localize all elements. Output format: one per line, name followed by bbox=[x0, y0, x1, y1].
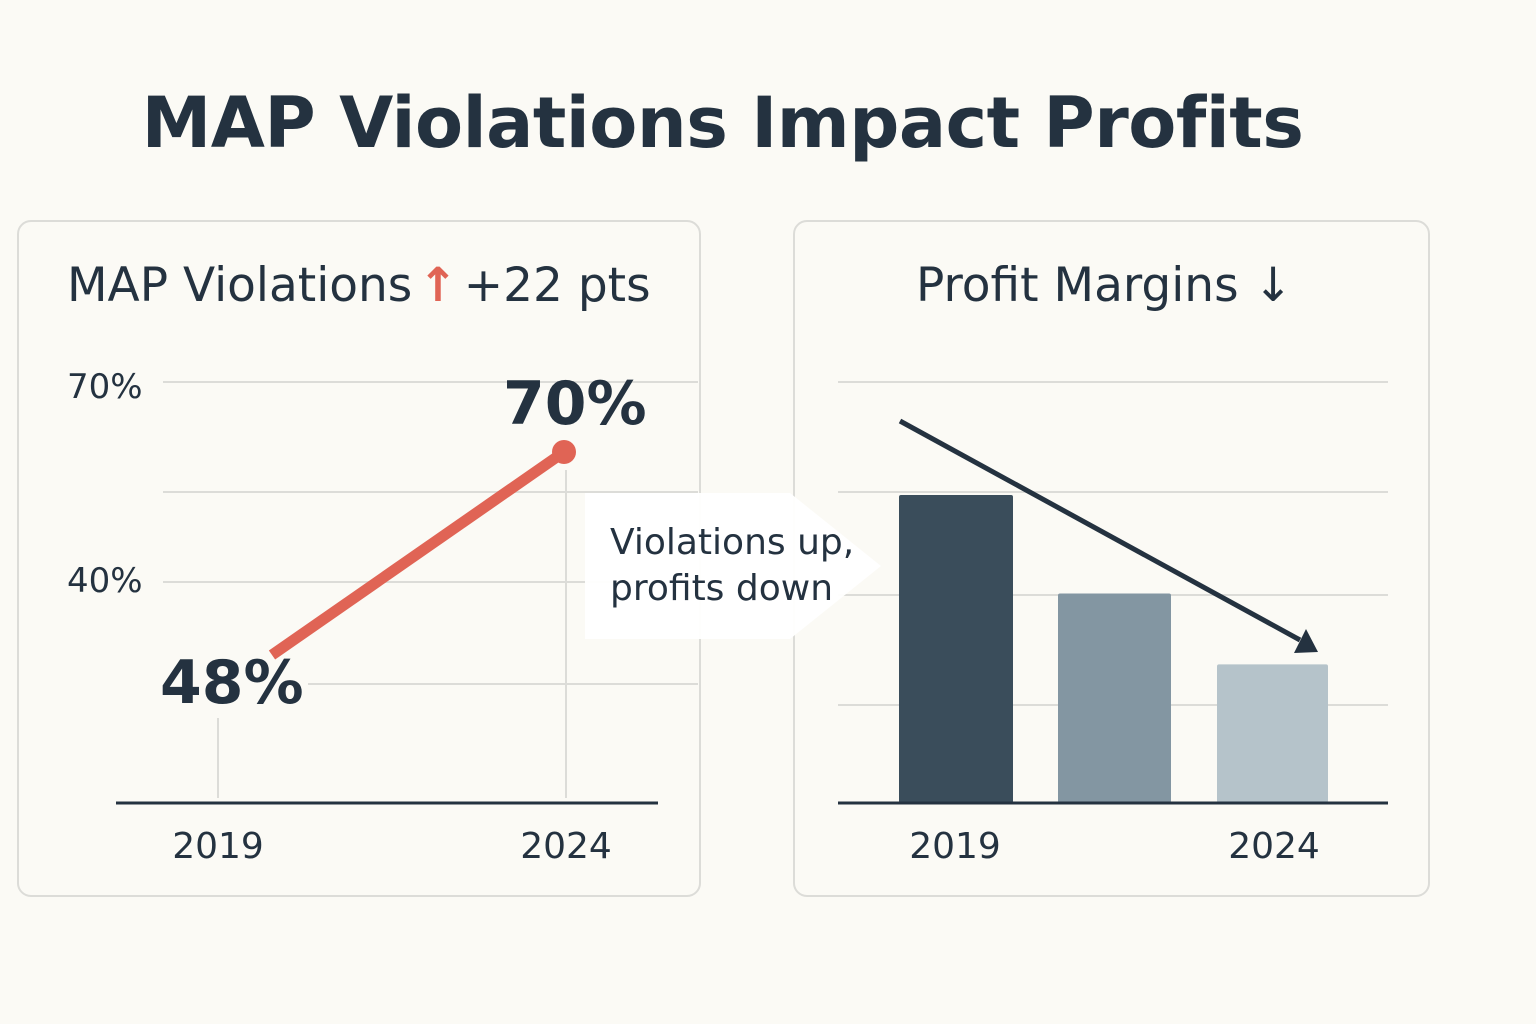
violations-xtick-label: 2019 bbox=[172, 826, 264, 867]
profit-bar bbox=[1058, 593, 1171, 803]
profit-bar bbox=[899, 495, 1013, 803]
callout-line-1: Violations up, bbox=[610, 522, 855, 563]
callout-arrow-shape bbox=[585, 493, 881, 639]
violations-title-change: +22 pts bbox=[463, 258, 651, 313]
up-arrow-icon: ↑ bbox=[418, 258, 458, 313]
violations-ytick-label: 40% bbox=[67, 561, 143, 601]
violations-value-label-2024: 70% bbox=[503, 369, 647, 439]
trend-arrow-line bbox=[898, 418, 1302, 643]
profit-xtick-label: 2024 bbox=[1228, 826, 1320, 867]
violations-value-label-2019: 48% bbox=[160, 648, 304, 718]
violations-line bbox=[268, 447, 568, 660]
profit-chart-title: Profit Margins ↓ bbox=[916, 258, 1293, 313]
violations-title-text: MAP Violations bbox=[67, 258, 413, 313]
profit-xtick-label: 2019 bbox=[909, 826, 1001, 867]
violations-point-2024 bbox=[552, 440, 576, 464]
violations-xtick-label: 2024 bbox=[520, 826, 612, 867]
violations-ytick-label: 70% bbox=[67, 367, 143, 407]
callout-line-2: profits down bbox=[610, 568, 834, 609]
page-title: MAP Violations Impact Profits bbox=[141, 82, 1304, 164]
violations-chart-title: MAP Violations ↑ +22 pts bbox=[67, 258, 651, 313]
callout-text: Violations up, profits down bbox=[610, 520, 870, 612]
trend-arrow-head-icon bbox=[1294, 629, 1318, 653]
profit-bar bbox=[1217, 664, 1328, 803]
